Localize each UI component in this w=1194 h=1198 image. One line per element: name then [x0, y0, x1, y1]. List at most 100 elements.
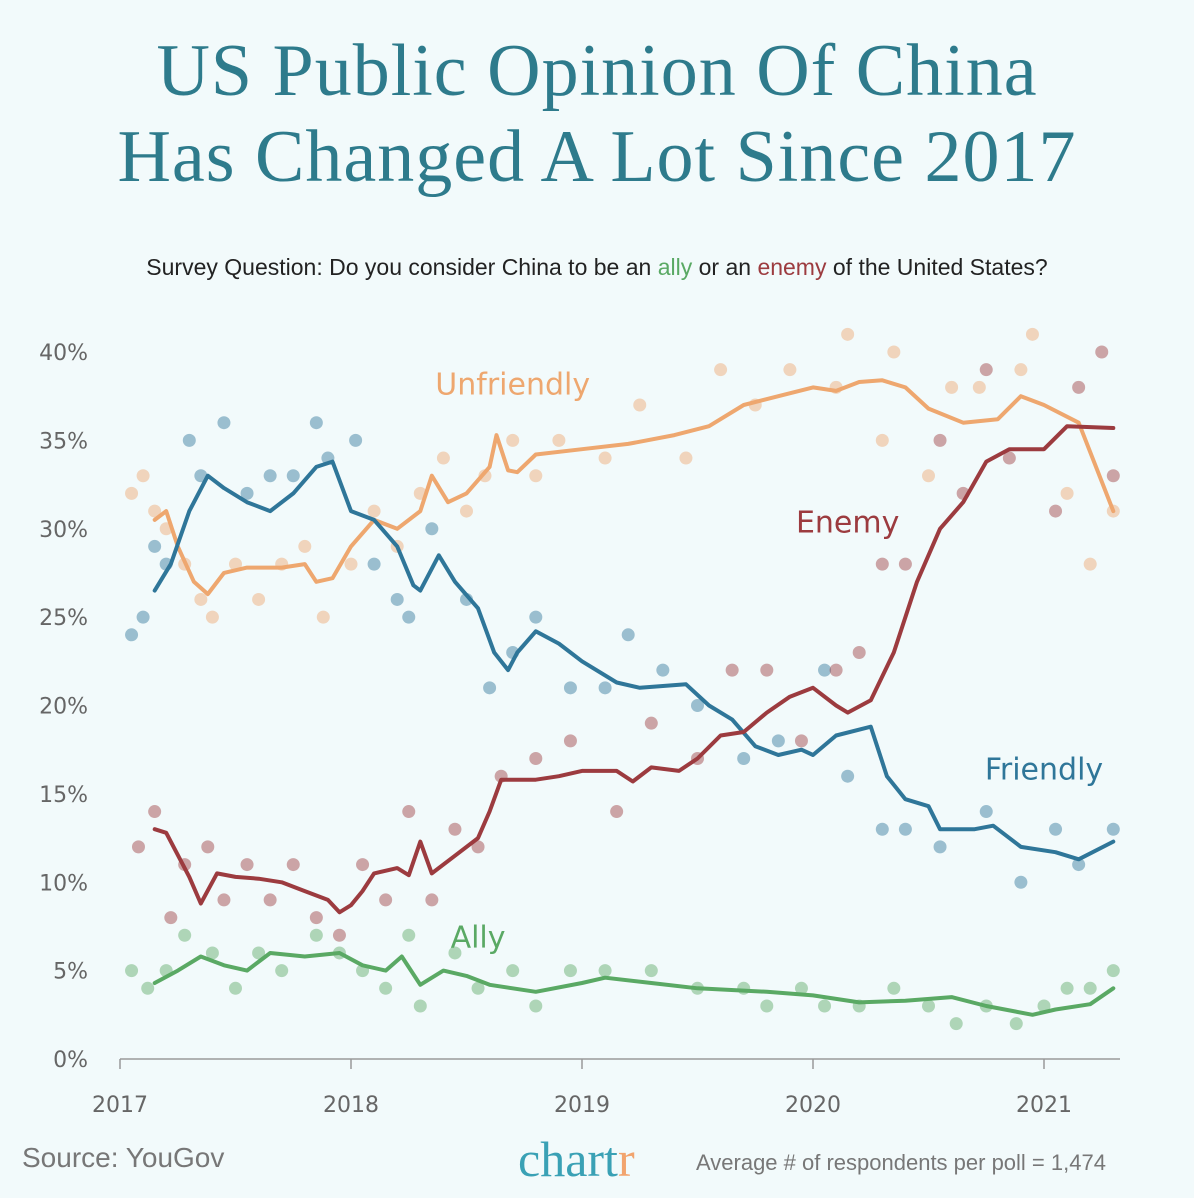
data-point: [794, 981, 808, 995]
data-point: [275, 964, 289, 978]
series-enemy-dots: [131, 345, 1120, 942]
data-point: [425, 893, 439, 907]
series-line-friendly: [152, 459, 1116, 862]
subtitle-text: Do you consider China to be an: [322, 254, 658, 280]
data-point: [714, 363, 728, 377]
series-ally-dots: [125, 928, 1120, 1031]
chart-title: US Public Opinion Of China Has Changed A…: [0, 28, 1194, 200]
data-point: [217, 893, 231, 907]
logo-main: chart: [518, 1131, 618, 1187]
data-point: [240, 858, 254, 872]
data-point: [483, 681, 497, 695]
data-point: [252, 946, 266, 960]
chartr-logo: chartr: [518, 1130, 635, 1188]
data-point: [367, 557, 381, 571]
data-point: [205, 946, 219, 960]
data-point: [125, 628, 139, 642]
data-point: [379, 893, 393, 907]
data-point: [425, 522, 439, 536]
series-label-unfriendly: Unfriendly: [435, 367, 590, 402]
data-point: [402, 805, 416, 819]
x-tick-label: 2020: [785, 1093, 841, 1118]
data-point: [148, 805, 162, 819]
data-point: [598, 964, 612, 978]
series-label-friendly: Friendly: [985, 753, 1103, 788]
data-point: [563, 681, 577, 695]
data-point: [529, 752, 543, 766]
source-note: Source: YouGov: [22, 1142, 225, 1173]
data-point: [887, 981, 901, 995]
data-point: [379, 981, 393, 995]
series-line-unfriendly: [152, 378, 1116, 597]
data-point: [125, 486, 139, 500]
data-point: [182, 433, 196, 447]
data-point: [760, 999, 774, 1013]
data-point: [1049, 822, 1063, 836]
data-point: [286, 858, 300, 872]
data-point: [818, 999, 832, 1013]
data-point: [972, 380, 986, 394]
data-point: [164, 911, 178, 925]
data-point: [875, 433, 889, 447]
x-tick-label: 2019: [554, 1093, 610, 1118]
data-point: [263, 893, 277, 907]
x-tick-label: 2021: [1016, 1093, 1072, 1118]
data-point: [563, 734, 577, 748]
title-line-2: Has Changed A Lot Since 2017: [117, 116, 1077, 198]
y-tick-label: 15%: [39, 783, 88, 808]
x-tick-label: 2017: [92, 1093, 148, 1118]
y-tick-label: 5%: [53, 960, 88, 985]
data-point: [506, 433, 520, 447]
y-tick-label: 0%: [53, 1048, 88, 1073]
x-tick-label: 2018: [323, 1093, 379, 1118]
data-point: [922, 999, 935, 1013]
data-point: [229, 981, 242, 995]
data-point: [1072, 858, 1086, 872]
data-point: [1060, 981, 1074, 995]
data-point: [679, 451, 693, 465]
data-point: [205, 610, 219, 624]
data-point: [737, 752, 751, 766]
subtitle-text-3: of the United States?: [826, 254, 1048, 280]
y-tick-label: 20%: [39, 695, 88, 720]
data-point: [309, 911, 323, 925]
data-point: [1083, 981, 1097, 995]
data-point: [691, 699, 704, 712]
data-point: [316, 610, 330, 624]
data-point: [136, 610, 150, 624]
data-point: [131, 840, 145, 854]
data-point: [240, 486, 254, 500]
data-point: [1060, 486, 1074, 500]
data-point: [478, 469, 492, 483]
data-point: [201, 840, 215, 854]
data-point: [460, 504, 473, 518]
series-label-enemy: Enemy: [796, 505, 899, 540]
data-point: [1106, 469, 1120, 483]
data-point: [760, 663, 774, 677]
subtitle-prefix: Survey Question:: [146, 254, 323, 280]
data-point: [298, 539, 312, 553]
data-point: [506, 964, 520, 978]
series-line-ally: [152, 951, 1116, 1017]
data-point: [922, 469, 935, 483]
data-point: [1095, 345, 1109, 359]
data-point: [598, 451, 612, 465]
data-point: [979, 805, 993, 819]
data-point: [141, 981, 155, 995]
data-point: [436, 451, 450, 465]
data-point: [448, 822, 462, 836]
data-point: [563, 964, 577, 978]
data-point: [725, 663, 739, 677]
data-point: [125, 964, 139, 978]
series-label-ally: Ally: [451, 921, 506, 956]
data-point: [898, 822, 912, 836]
data-point: [413, 999, 427, 1013]
data-point: [1025, 327, 1039, 341]
data-point: [178, 928, 192, 942]
data-point: [841, 769, 855, 783]
data-point: [194, 592, 208, 606]
data-point: [852, 645, 866, 659]
data-point: [367, 504, 381, 518]
chart-subtitle: Survey Question: Do you consider China t…: [0, 254, 1194, 281]
